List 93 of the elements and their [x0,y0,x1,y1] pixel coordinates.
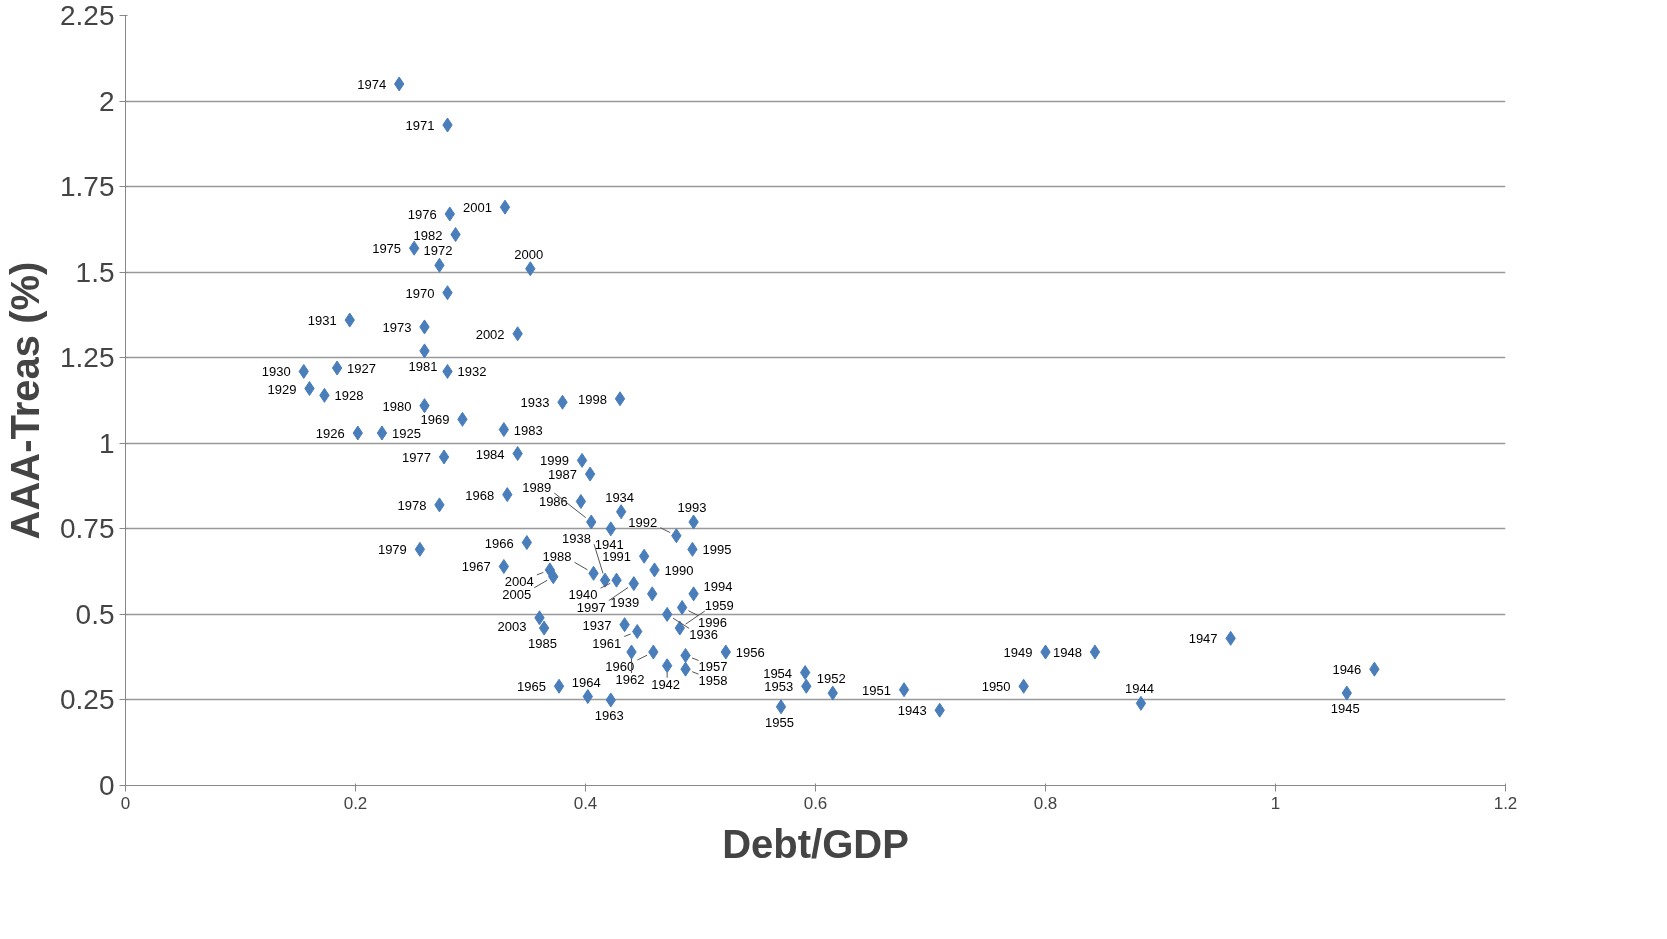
annotation: 1937 [582,617,612,633]
annotation: 1964 [571,674,601,690]
annotation: 1999 [540,453,569,469]
x-tick-label: 0.2 [343,793,368,813]
x-tick-label: 0.6 [803,793,828,813]
annotation: 1961 [592,635,622,651]
annotation: 1947 [1188,631,1218,647]
annotation: 1927 [347,360,377,376]
y-tick-label: 0.75 [60,513,115,545]
annotation: 1955 [765,714,794,730]
annotation: 1969 [420,412,450,428]
y-tick-label: 1.5 [75,256,115,288]
annotation: 1978 [397,497,427,513]
annotation: 2002 [475,326,505,342]
annotation: 1966 [484,535,514,551]
y-tick-label: 1 [98,427,115,459]
annotation: 1952 [816,671,846,687]
annotation: 1932 [457,364,487,380]
annotation: 2003 [497,618,527,634]
x-tick-label: 1.2 [1493,793,1518,813]
y-tick-label: 2 [98,85,115,117]
annotation: 2004 [504,573,534,589]
annotation: 1951 [862,682,891,698]
annotation: 1958 [698,673,728,689]
annotation: 1973 [382,319,412,335]
annotation: 1993 [677,499,707,515]
annotation: 1956 [735,645,765,661]
annotation: 1988 [542,549,572,565]
annotation: 1939 [610,594,640,610]
annotation: 1925 [391,426,421,442]
annotation: 1972 [423,243,453,259]
annotation: 1996 [698,614,728,630]
annotation: 1974 [357,76,387,92]
annotation: 1936 [689,627,719,643]
annotation: 1963 [594,707,624,723]
annotation: 1981 [408,358,438,374]
annotation: 1949 [1003,645,1033,661]
annotation: 1992 [628,514,658,530]
annotation: 1930 [261,364,291,380]
annotation: 1933 [520,395,550,411]
annotation: 1945 [1330,701,1360,717]
x-tick-label: 1 [1270,793,1281,813]
annotation: 1971 [405,118,435,134]
annotation: 1946 [1332,662,1362,678]
annotation: 2005 [502,586,532,602]
y-tick-label: 2.25 [60,0,115,31]
annotation: 1980 [382,398,412,414]
annotation: 1938 [562,531,591,547]
annotation: 1991 [602,549,632,565]
annotation: 1984 [475,446,505,462]
y-axis-title: AAA-Treas (%) [3,261,47,540]
annotation: 1950 [981,679,1011,695]
x-tick-label: 0.4 [573,793,598,813]
y-tick-label: 1.75 [60,171,115,203]
annotation: 1944 [1124,681,1154,697]
x-tick-label: 0 [120,793,131,813]
annotation: 1986 [538,494,568,510]
annotation: 2000 [514,246,544,262]
y-tick-label: 0.5 [75,598,115,630]
annotation: 1985 [528,636,558,652]
annotation: 1931 [307,313,337,329]
annotation: 1934 [605,489,635,505]
annotation: 1948 [1052,645,1082,661]
annotation: 1954 [763,665,793,681]
annotation: 1953 [764,679,794,695]
annotation: 1995 [702,542,732,558]
annotation: 1983 [513,422,543,438]
annotation: 1959 [704,598,734,614]
annotation: 1941 [594,536,624,552]
annotation: 1926 [315,426,345,442]
annotation: 2001 [463,200,492,216]
annotation: 1977 [402,449,431,465]
annotation: 1942 [651,676,681,692]
annotation: 1970 [405,285,435,301]
annotation: 1929 [267,381,297,397]
y-tick-label: 0.25 [60,684,115,716]
y-tick-label: 1.25 [60,342,115,374]
annotation: 1943 [897,703,927,719]
annotation: 1962 [615,672,645,688]
x-tick-label: 0.8 [1033,793,1058,813]
annotation: 1998 [578,391,607,407]
annotation: 1976 [407,206,437,222]
annotation: 1965 [517,679,546,695]
annotation: 1967 [461,559,491,575]
x-axis-title: Debt/GDP [722,821,909,866]
annotation: 1990 [664,562,694,578]
annotation: 1975 [372,241,402,257]
annotation: 1982 [413,227,443,243]
annotation: 1957 [698,659,728,675]
annotation: 1994 [703,578,733,594]
annotation: 1979 [377,542,407,558]
annotation: 1968 [465,487,495,503]
annotation: 1928 [334,388,364,404]
